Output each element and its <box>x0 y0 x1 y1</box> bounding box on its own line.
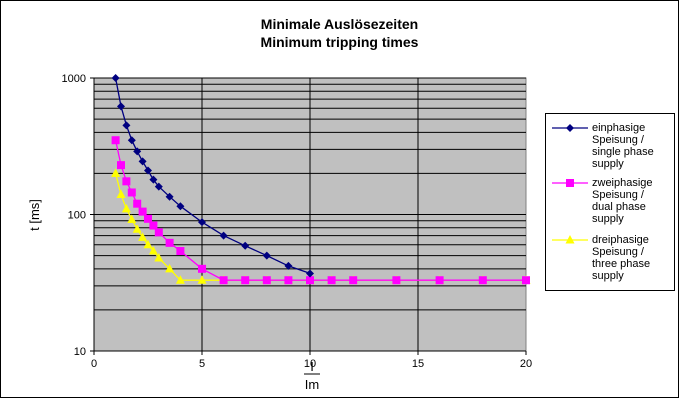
legend-label-2: zweiphasige Speisung / dual phase supply <box>592 177 653 225</box>
x-tick-label: 20 <box>520 358 532 370</box>
legend-sample-3 <box>552 235 588 244</box>
series-1-point <box>198 218 206 227</box>
series-3-point <box>197 275 207 284</box>
series-2-point <box>306 276 314 285</box>
series-2-point <box>122 177 131 186</box>
series-2-point <box>284 276 293 285</box>
series-2-point <box>198 264 206 273</box>
legend-sample-2 <box>552 179 588 187</box>
x-axis-label-denominator: Im <box>305 377 319 392</box>
y-tick-label: 100 <box>68 210 86 222</box>
series-1-point <box>219 231 228 240</box>
series-1-point <box>133 147 142 156</box>
x-tick-label: 10 <box>304 358 316 370</box>
series-2-point <box>435 276 444 285</box>
series-2-point <box>176 247 185 256</box>
series-1-point <box>284 261 293 270</box>
series-2-point <box>127 188 136 197</box>
series-2-point <box>522 276 530 285</box>
series-2-point <box>241 276 250 285</box>
x-tick-label: 0 <box>91 358 97 370</box>
series-2-point <box>133 199 142 208</box>
legend: einphasige Speisung / single phase suppl… <box>545 113 675 291</box>
series-2-point <box>144 214 152 223</box>
series-2-point <box>327 276 336 285</box>
series-3-point <box>165 263 175 273</box>
series-1-point <box>144 166 152 175</box>
series-3-point <box>132 224 142 233</box>
y-tick-label: 1000 <box>62 73 86 85</box>
legend-sample-marker <box>566 124 574 132</box>
series-2-point <box>165 238 174 247</box>
series-1-point <box>149 175 158 184</box>
legend-sample-marker <box>565 235 575 244</box>
series-1-point <box>117 102 125 111</box>
series-2-point <box>149 221 158 230</box>
series-1-point <box>138 157 147 166</box>
series-2-point <box>262 276 271 285</box>
series-2-point <box>117 161 125 170</box>
y-tick-label: 10 <box>74 346 86 358</box>
series-2-point <box>349 276 358 285</box>
series-3-point <box>127 214 137 223</box>
series-1-point <box>154 182 163 191</box>
series-2-point <box>392 276 401 285</box>
series-2-point <box>219 276 228 285</box>
x-axis-label-numerator: I <box>310 359 314 374</box>
series-1-point <box>306 269 314 278</box>
series-3-point <box>111 168 121 177</box>
series-3-point <box>154 253 164 262</box>
series-2-point <box>154 228 163 237</box>
x-tick-label: 5 <box>199 358 205 370</box>
series-1-point <box>111 74 120 82</box>
series-3-point <box>175 275 185 284</box>
series-1-point <box>262 251 271 260</box>
series-1-point <box>165 192 174 201</box>
series-2-point <box>111 136 120 145</box>
legend-label-3: dreiphasige Speisung / three phase suppl… <box>592 234 651 282</box>
legend-label-1: einphasige Speisung / single phase suppl… <box>592 122 654 170</box>
series-3-point <box>138 232 148 241</box>
x-tick-label: 15 <box>412 358 424 370</box>
series-1-point <box>127 136 136 145</box>
series-2-point <box>478 276 487 285</box>
legend-sample-1 <box>552 124 588 132</box>
chart-title: Minimale Auslösezeiten <box>260 16 419 32</box>
series-3-point <box>148 246 158 255</box>
legend-sample-marker <box>566 179 574 187</box>
series-3-point <box>143 239 153 249</box>
series-3-point <box>116 189 126 199</box>
series-3-point <box>121 203 131 213</box>
series-1-point <box>122 121 131 130</box>
chart-subtitle: Minimum tripping times <box>260 34 419 50</box>
y-axis-label: t [ms] <box>27 199 42 231</box>
series-2-point <box>138 207 147 216</box>
series-1-point <box>241 241 250 250</box>
series-1-point <box>176 202 185 211</box>
